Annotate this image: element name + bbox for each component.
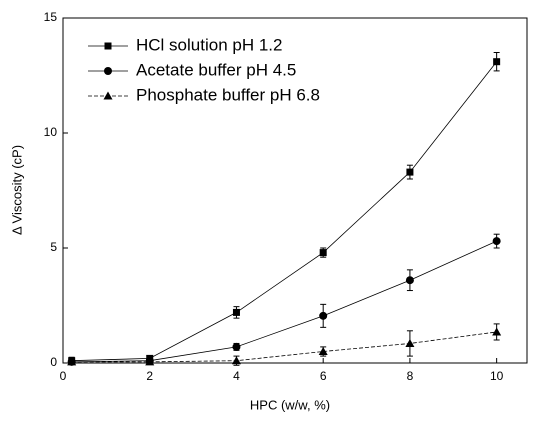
marker — [231, 356, 241, 365]
series-line — [71, 240, 497, 363]
marker — [104, 67, 112, 75]
marker — [492, 237, 501, 246]
x-tick-label: 2 — [146, 369, 153, 383]
series-line — [71, 331, 497, 363]
marker — [318, 347, 328, 355]
legend-label: HCl solution pH 1.2 — [136, 35, 282, 54]
marker — [104, 42, 112, 50]
marker — [67, 357, 77, 366]
x-tick-label: 4 — [233, 369, 240, 383]
y-tick-label: 5 — [50, 240, 57, 254]
marker — [103, 91, 113, 100]
marker — [319, 249, 327, 257]
legend-label: Acetate buffer pH 4.5 — [136, 60, 296, 79]
marker — [145, 357, 155, 366]
y-axis-label: Δ Viscosity (cP) — [9, 145, 24, 235]
x-tick-label: 8 — [407, 369, 414, 383]
plot-frame — [62, 17, 528, 364]
series-line — [71, 61, 497, 362]
x-axis-label: HPC (w/w, %) — [250, 397, 330, 412]
marker — [493, 58, 501, 66]
marker — [405, 276, 414, 285]
y-tick-label: 15 — [44, 10, 58, 24]
marker — [406, 168, 414, 176]
y-tick-label: 0 — [50, 355, 57, 369]
x-tick-label: 6 — [320, 369, 327, 383]
marker — [319, 311, 328, 320]
legend-label: Phosphate buffer pH 6.8 — [136, 85, 320, 104]
x-tick-label: 0 — [60, 369, 67, 383]
x-tick-label: 10 — [490, 369, 504, 383]
y-tick-label: 10 — [44, 125, 58, 139]
marker — [492, 327, 502, 336]
marker — [405, 338, 415, 347]
marker — [232, 308, 240, 316]
marker — [232, 342, 241, 351]
